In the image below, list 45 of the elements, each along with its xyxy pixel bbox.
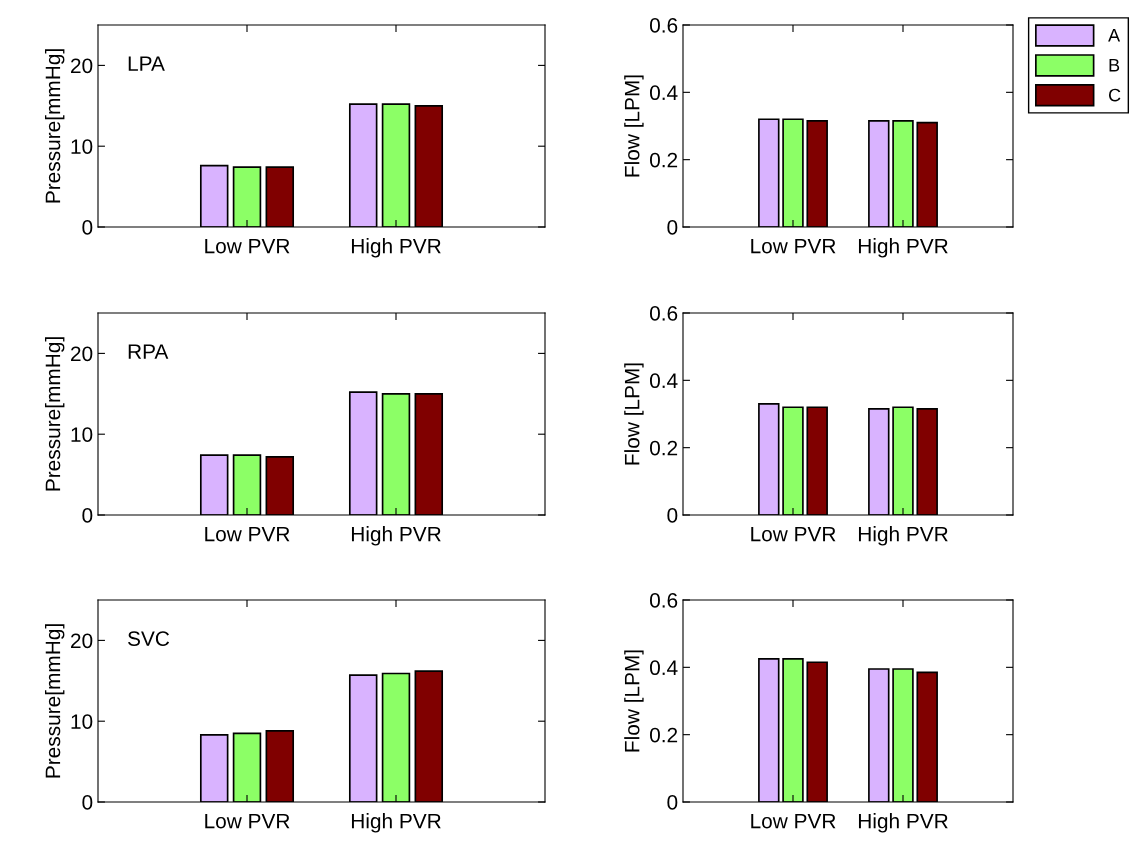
x-tick-label: High PVR (351, 813, 441, 833)
y-tick-label: 0.4 (649, 373, 678, 389)
y-tick-label: 0.2 (649, 440, 678, 456)
y-tick-label: 0.4 (649, 660, 678, 676)
y-tick-label: 0 (82, 508, 93, 523)
y-tick-label: 10 (71, 714, 93, 729)
x-tick-label: High PVR (858, 526, 948, 546)
y-tick-label: 10 (71, 139, 93, 154)
y-tick-label: 20 (71, 346, 93, 362)
y-tick-label: 0.6 (649, 593, 678, 608)
legend-label: B (1109, 58, 1120, 72)
x-tick-label: High PVR (858, 813, 948, 833)
y-tick-label: 0 (667, 795, 678, 810)
y-tick-label: 0 (82, 795, 93, 810)
y-tick-label: 0.4 (649, 85, 678, 101)
x-tick-label: High PVR (351, 526, 441, 546)
x-tick-label: Low PVR (751, 238, 836, 254)
y-tick-label: 0 (667, 508, 678, 523)
y-tick-label: 0 (82, 220, 93, 235)
y-tick-label: 0.6 (649, 306, 678, 321)
y-axis-title: Pressure[mmHg] (44, 624, 65, 778)
x-tick-label: Low PVR (751, 526, 836, 542)
annotation: SVC (128, 631, 170, 646)
x-tick-label: Low PVR (751, 813, 836, 829)
x-tick-label: High PVR (858, 238, 948, 258)
y-tick-label: 0 (667, 220, 678, 235)
legend-label: C (1108, 88, 1121, 102)
y-axis-title: Flow [LPM] (624, 75, 644, 177)
x-tick-label: Low PVR (205, 526, 290, 542)
y-tick-label: 0.6 (649, 18, 678, 33)
y-axis-title: Flow [LPM] (624, 363, 644, 465)
y-tick-label: 0.2 (649, 152, 678, 168)
y-axis-title: Flow [LPM] (624, 650, 644, 752)
annotation: RPA (128, 344, 169, 359)
x-tick-label: Low PVR (205, 813, 290, 829)
annotation: LPA (128, 56, 165, 71)
y-tick-label: 10 (71, 427, 93, 442)
x-tick-label: High PVR (351, 238, 441, 258)
y-tick-label: 20 (71, 58, 93, 74)
x-tick-label: Low PVR (205, 238, 290, 254)
y-axis-title: Pressure[mmHg] (44, 337, 65, 491)
legend-label: A (1108, 29, 1121, 42)
y-tick-label: 20 (71, 633, 93, 649)
y-axis-title: Pressure[mmHg] (44, 49, 65, 203)
y-tick-label: 0.2 (649, 727, 678, 743)
